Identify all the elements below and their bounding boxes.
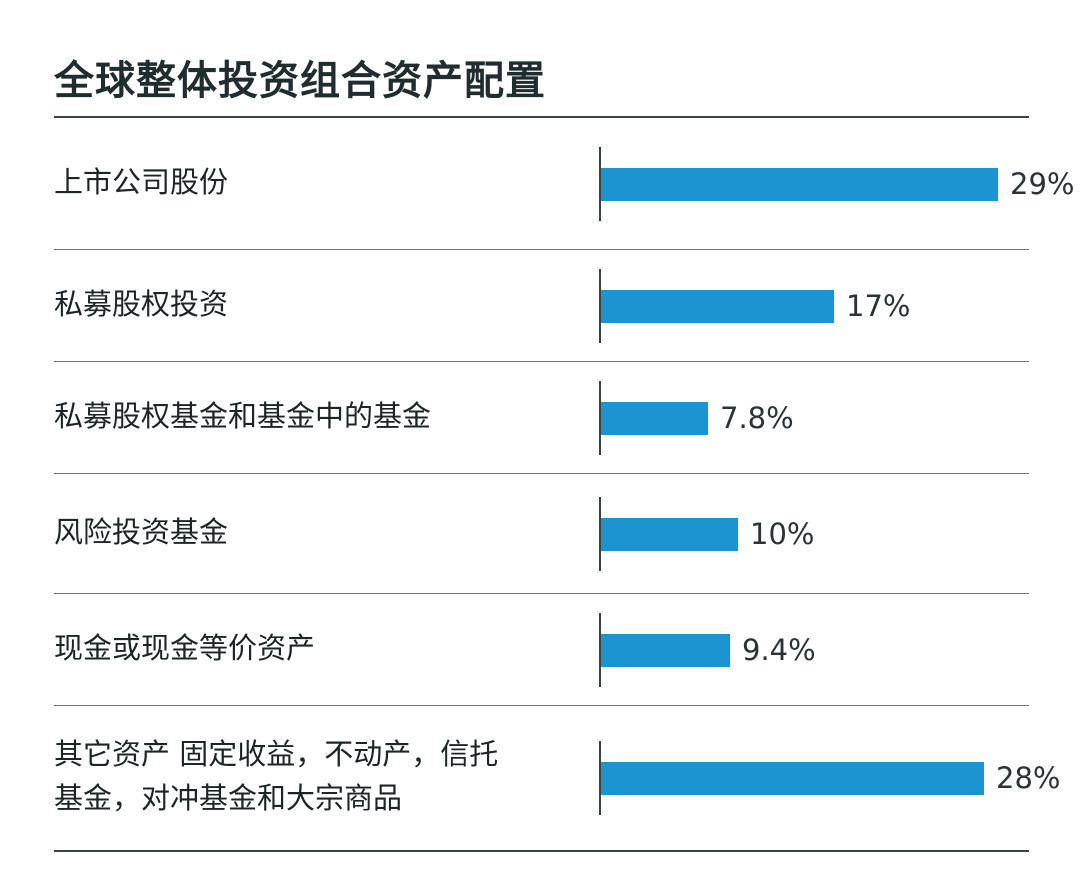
row-divider	[54, 705, 1029, 706]
category-label: 上市公司股份	[54, 160, 228, 204]
value-label: 7.8%	[720, 401, 794, 435]
category-label-line: 私募股权基金和基金中的基金	[54, 399, 432, 433]
bar	[601, 518, 738, 551]
category-label: 私募股权投资	[54, 282, 228, 326]
row-divider	[54, 473, 1029, 474]
bar	[601, 402, 708, 435]
axis-line	[599, 147, 601, 221]
axis-line	[599, 269, 601, 343]
category-label: 其它资产 固定收益，不动产，信托 基金，对冲基金和大宗商品	[54, 732, 498, 820]
category-label: 风险投资基金	[54, 510, 228, 554]
chart-title: 全球整体投资组合资产配置	[54, 58, 546, 104]
axis-line	[599, 497, 601, 571]
bar	[601, 762, 984, 795]
value-label: 28%	[996, 761, 1061, 795]
row-divider	[54, 361, 1029, 362]
value-label: 9.4%	[742, 633, 816, 667]
row-divider	[54, 249, 1029, 250]
bottom-rule	[54, 850, 1029, 852]
row-divider	[54, 593, 1029, 594]
category-label-line: 现金或现金等价资产	[54, 631, 316, 665]
category-label: 私募股权基金和基金中的基金	[54, 394, 431, 438]
axis-line	[599, 613, 601, 687]
axis-line	[599, 741, 601, 815]
category-label-line: 私募股权投资	[54, 287, 229, 321]
category-label-line: 风险投资基金	[54, 515, 229, 549]
bar	[601, 634, 730, 667]
value-label: 10%	[750, 517, 815, 551]
axis-line	[599, 381, 601, 455]
category-label-line: 其它资产 固定收益，不动产，信托	[54, 737, 499, 771]
bar-row: 现金或现金等价资产 9.4%	[54, 594, 1029, 706]
bar	[601, 290, 834, 323]
bar-row: 上市公司股份 29%	[54, 118, 1074, 250]
bar	[601, 168, 998, 201]
value-label: 17%	[846, 289, 911, 323]
bar-row: 私募股权基金和基金中的基金 7.8%	[54, 362, 1029, 474]
title-rule	[54, 116, 1029, 118]
bar-row: 其它资产 固定收益，不动产，信托 基金，对冲基金和大宗商品 28%	[54, 706, 1060, 850]
bar-row: 私募股权投资 17%	[54, 250, 1029, 362]
value-label: 29%	[1010, 167, 1075, 201]
bar-row: 风险投资基金 10%	[54, 474, 1029, 594]
category-label-line: 基金，对冲基金和大宗商品	[54, 781, 403, 815]
category-label: 现金或现金等价资产	[54, 626, 315, 670]
category-label-line: 上市公司股份	[54, 165, 229, 199]
